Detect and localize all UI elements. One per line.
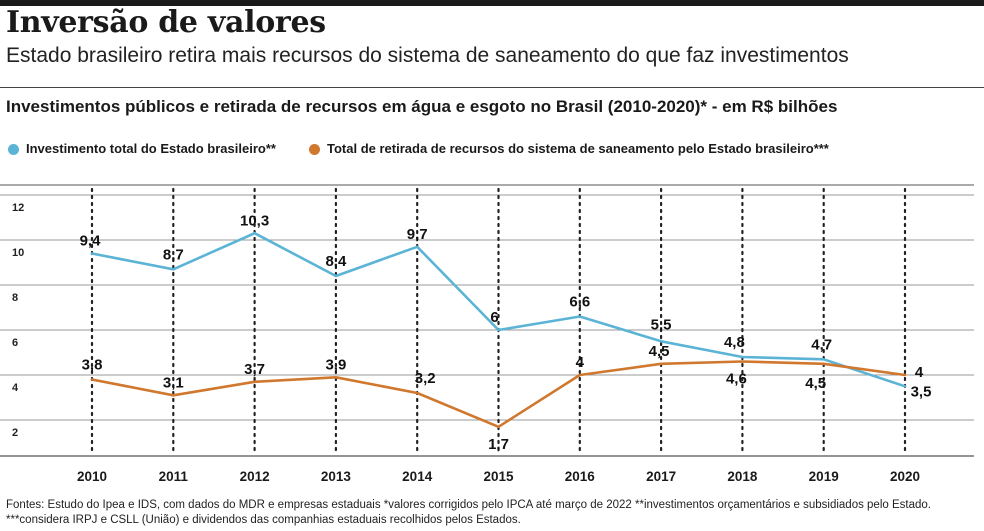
investment-label-2019: 4,7 [811, 336, 832, 353]
withdrawal-label-2014: 3,2 [415, 370, 436, 387]
y-tick-label-2: 2 [12, 427, 18, 439]
sources-line-1: Fontes: Estudo do Ipea e IDS, com dados … [6, 499, 931, 511]
investment-label-2018: 4,8 [724, 334, 745, 351]
line-chart: 12 10 8 6 4 2 9,4 8,7 10,3 8,4 9,7 6 6,6 5,5 4,8 4,7 3,… [0, 184, 974, 484]
legend-swatch-orange [309, 143, 320, 155]
investment-line [90, 231, 907, 388]
legend-item-investment: Investimento total do Estado brasileiro*… [8, 140, 276, 158]
sources-line-2: ***considera IRPJ e CSLL (União) e divid… [6, 514, 521, 526]
legend-item-withdrawal: Total de retirada de recursos do sistema… [309, 140, 829, 158]
x-tick-label-2020: 2020 [890, 469, 920, 484]
investment-label-2017: 5,5 [651, 316, 672, 333]
y-tick-label-6: 6 [12, 337, 18, 349]
withdrawal-line [90, 360, 907, 429]
investment-label-2014: 9,7 [407, 226, 428, 243]
x-tick-label-2013: 2013 [321, 469, 352, 484]
y-tick-label-4: 4 [12, 382, 19, 394]
investment-label-2010: 9,4 [80, 233, 102, 250]
x-tick-label-2012: 2012 [240, 469, 270, 484]
x-tick-label-2011: 2011 [159, 469, 189, 484]
sources-note: Fontes: Estudo do Ipea e IDS, com dados … [6, 498, 931, 528]
legend-label-withdrawal: Total de retirada de recursos do sistema… [327, 141, 829, 156]
investment-label-2011: 8,7 [163, 246, 184, 263]
withdrawal-label-2015: 1,7 [488, 436, 509, 453]
x-tick-label-2017: 2017 [646, 469, 676, 484]
withdrawal-label-2019: 4,5 [805, 375, 826, 392]
divider [0, 87, 984, 88]
withdrawal-label-2013: 3,9 [325, 356, 346, 373]
x-tick-label-2019: 2019 [809, 469, 839, 484]
investment-label-2015: 6 [490, 309, 498, 326]
page-title: Inversão de valores [6, 5, 326, 40]
y-tick-label-10: 10 [12, 247, 24, 259]
investment-label-2012: 10,3 [240, 212, 269, 229]
withdrawal-label-2010: 3,8 [82, 357, 103, 374]
legend-swatch-blue [8, 143, 19, 155]
top-bar [0, 0, 984, 6]
chart-title: Investimentos públicos e retirada de rec… [6, 97, 838, 116]
x-tick-label-2014: 2014 [402, 469, 433, 484]
x-tick-label-2018: 2018 [727, 469, 758, 484]
withdrawal-label-2017: 4,5 [649, 343, 670, 360]
withdrawal-label-2012: 3,7 [244, 361, 265, 378]
withdrawal-label-2016: 4 [576, 354, 585, 371]
x-tick-label-2015: 2015 [483, 469, 514, 484]
investment-label-2016: 6,6 [569, 294, 590, 311]
x-tick-label-2016: 2016 [565, 469, 596, 484]
y-tick-label-8: 8 [12, 292, 18, 304]
withdrawal-label-2011: 3,1 [163, 374, 184, 391]
x-tick-label-2010: 2010 [77, 469, 107, 484]
page-subtitle: Estado brasileiro retira mais recursos d… [6, 44, 849, 67]
y-tick-label-12: 12 [12, 202, 24, 214]
investment-label-2020: 3,5 [911, 383, 932, 400]
legend-label-investment: Investimento total do Estado brasileiro*… [26, 141, 276, 156]
investment-label-2013: 8,4 [325, 253, 347, 270]
withdrawal-label-2020: 4 [915, 364, 924, 381]
withdrawal-label-2018: 4,6 [726, 371, 747, 388]
